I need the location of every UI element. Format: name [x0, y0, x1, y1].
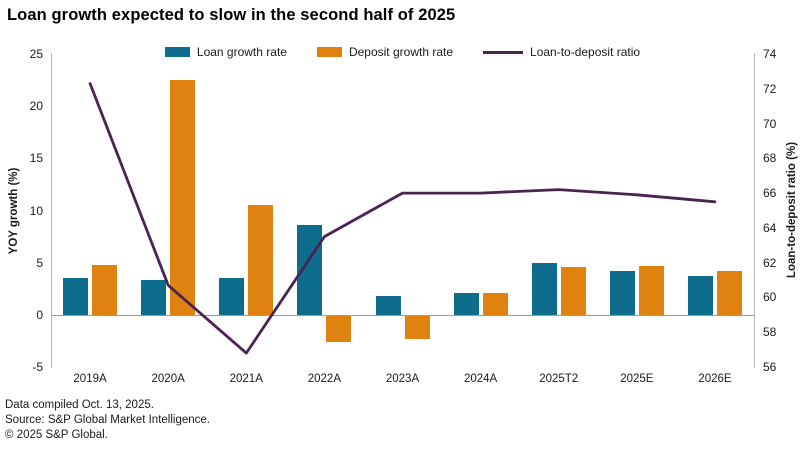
- left-axis-tick-label: -5: [32, 360, 43, 374]
- zero-baseline: [51, 315, 754, 316]
- category-label-2023A: 2023A: [385, 373, 420, 385]
- footer-notes: Data compiled Oct. 13, 2025. Source: S&P…: [5, 398, 210, 443]
- loan-growth-bar-2025T2: [531, 262, 557, 315]
- loan-growth-bar-2025E: [609, 271, 635, 315]
- left-axis-tick-label: 5: [36, 255, 43, 270]
- legend-label-loan-to-deposit-ratio: Loan-to-deposit ratio: [530, 45, 641, 59]
- deposit-growth-bar-2025T2: [560, 266, 586, 315]
- right-axis-tick-label: 66: [763, 186, 777, 201]
- loan-growth-bar-2024A: [453, 292, 479, 315]
- deposit-growth-bar-2025E: [638, 265, 664, 315]
- loan-growth-bar-2026E: [687, 276, 713, 315]
- category-label-2019A: 2019A: [73, 373, 107, 385]
- legend: Loan growth rate Deposit growth rate Loa…: [51, 44, 754, 60]
- legend-item-deposit-growth-rate: Deposit growth rate: [316, 45, 454, 59]
- footer-compiled-date: Data compiled Oct. 13, 2025.: [5, 399, 154, 411]
- category-label-2020A: 2020A: [151, 373, 185, 385]
- deposit-growth-swatch-icon: [316, 47, 342, 57]
- legend-label-deposit-growth-rate: Deposit growth rate: [348, 45, 454, 59]
- right-axis-tick-label: 56: [763, 360, 777, 374]
- deposit-growth-bar-2021A: [248, 205, 274, 315]
- deposit-growth-bar-2020A: [170, 80, 196, 315]
- loan-to-deposit-ratio-line: [88, 82, 717, 355]
- chart-title: Loan growth expected to slow in the seco…: [7, 6, 456, 24]
- loan-growth-bar-2019A: [63, 278, 89, 315]
- deposit-growth-bar-2026E: [716, 271, 742, 315]
- left-axis-tick-label: 0: [36, 307, 43, 322]
- loan-growth-swatch-icon: [164, 47, 190, 57]
- deposit-growth-bar-2019A: [92, 264, 118, 315]
- left-axis-tick-label: 20: [29, 99, 43, 114]
- deposit-growth-bar-2024A: [482, 292, 508, 315]
- right-axis-tick-label: 58: [763, 325, 777, 340]
- left-axis-line: [51, 53, 52, 368]
- legend-item-loan-to-deposit-ratio: Loan-to-deposit ratio: [483, 45, 640, 59]
- legend-label-loan-growth-rate: Loan growth rate: [196, 45, 287, 59]
- left-axis-tick-label: 10: [29, 203, 43, 218]
- right-axis-tick-label: 72: [763, 81, 777, 96]
- loan-growth-bar-2023A: [375, 296, 401, 315]
- right-axis-tick-label: 74: [763, 47, 777, 61]
- left-axis-title: YOY growth (%): [8, 167, 20, 255]
- category-label-2025E: 2025E: [620, 373, 654, 385]
- left-axis-tick-label: 15: [29, 151, 43, 166]
- right-axis-line: [754, 53, 755, 368]
- category-label-2021A: 2021A: [229, 373, 263, 385]
- right-axis-tick-label: 60: [763, 290, 777, 305]
- right-axis-tick-label: 68: [763, 151, 777, 166]
- loan-growth-bar-2021A: [219, 278, 245, 315]
- category-label-2022A: 2022A: [307, 373, 341, 385]
- right-axis-tick-label: 64: [763, 220, 777, 235]
- legend-item-loan-growth-rate: Loan growth rate: [164, 45, 287, 59]
- footer-source: Source: S&P Global Market Intelligence.: [5, 414, 210, 426]
- right-axis-tick-label: 70: [763, 116, 777, 131]
- category-label-2025T2: 2025T2: [539, 373, 579, 385]
- loan-growth-bar-2020A: [141, 280, 167, 315]
- left-axis-tick-label: 25: [29, 47, 43, 61]
- deposit-growth-bar-2022A: [326, 315, 352, 342]
- right-axis-title: Loan-to-deposit ratio (%): [786, 141, 798, 279]
- category-label-2026E: 2026E: [698, 373, 732, 385]
- category-label-2024A: 2024A: [463, 373, 498, 385]
- footer-copyright: © 2025 S&P Global.: [5, 429, 108, 441]
- deposit-growth-bar-2023A: [404, 315, 430, 339]
- right-axis-tick-label: 62: [763, 255, 777, 270]
- loan-to-deposit-line-swatch-icon: [483, 50, 524, 54]
